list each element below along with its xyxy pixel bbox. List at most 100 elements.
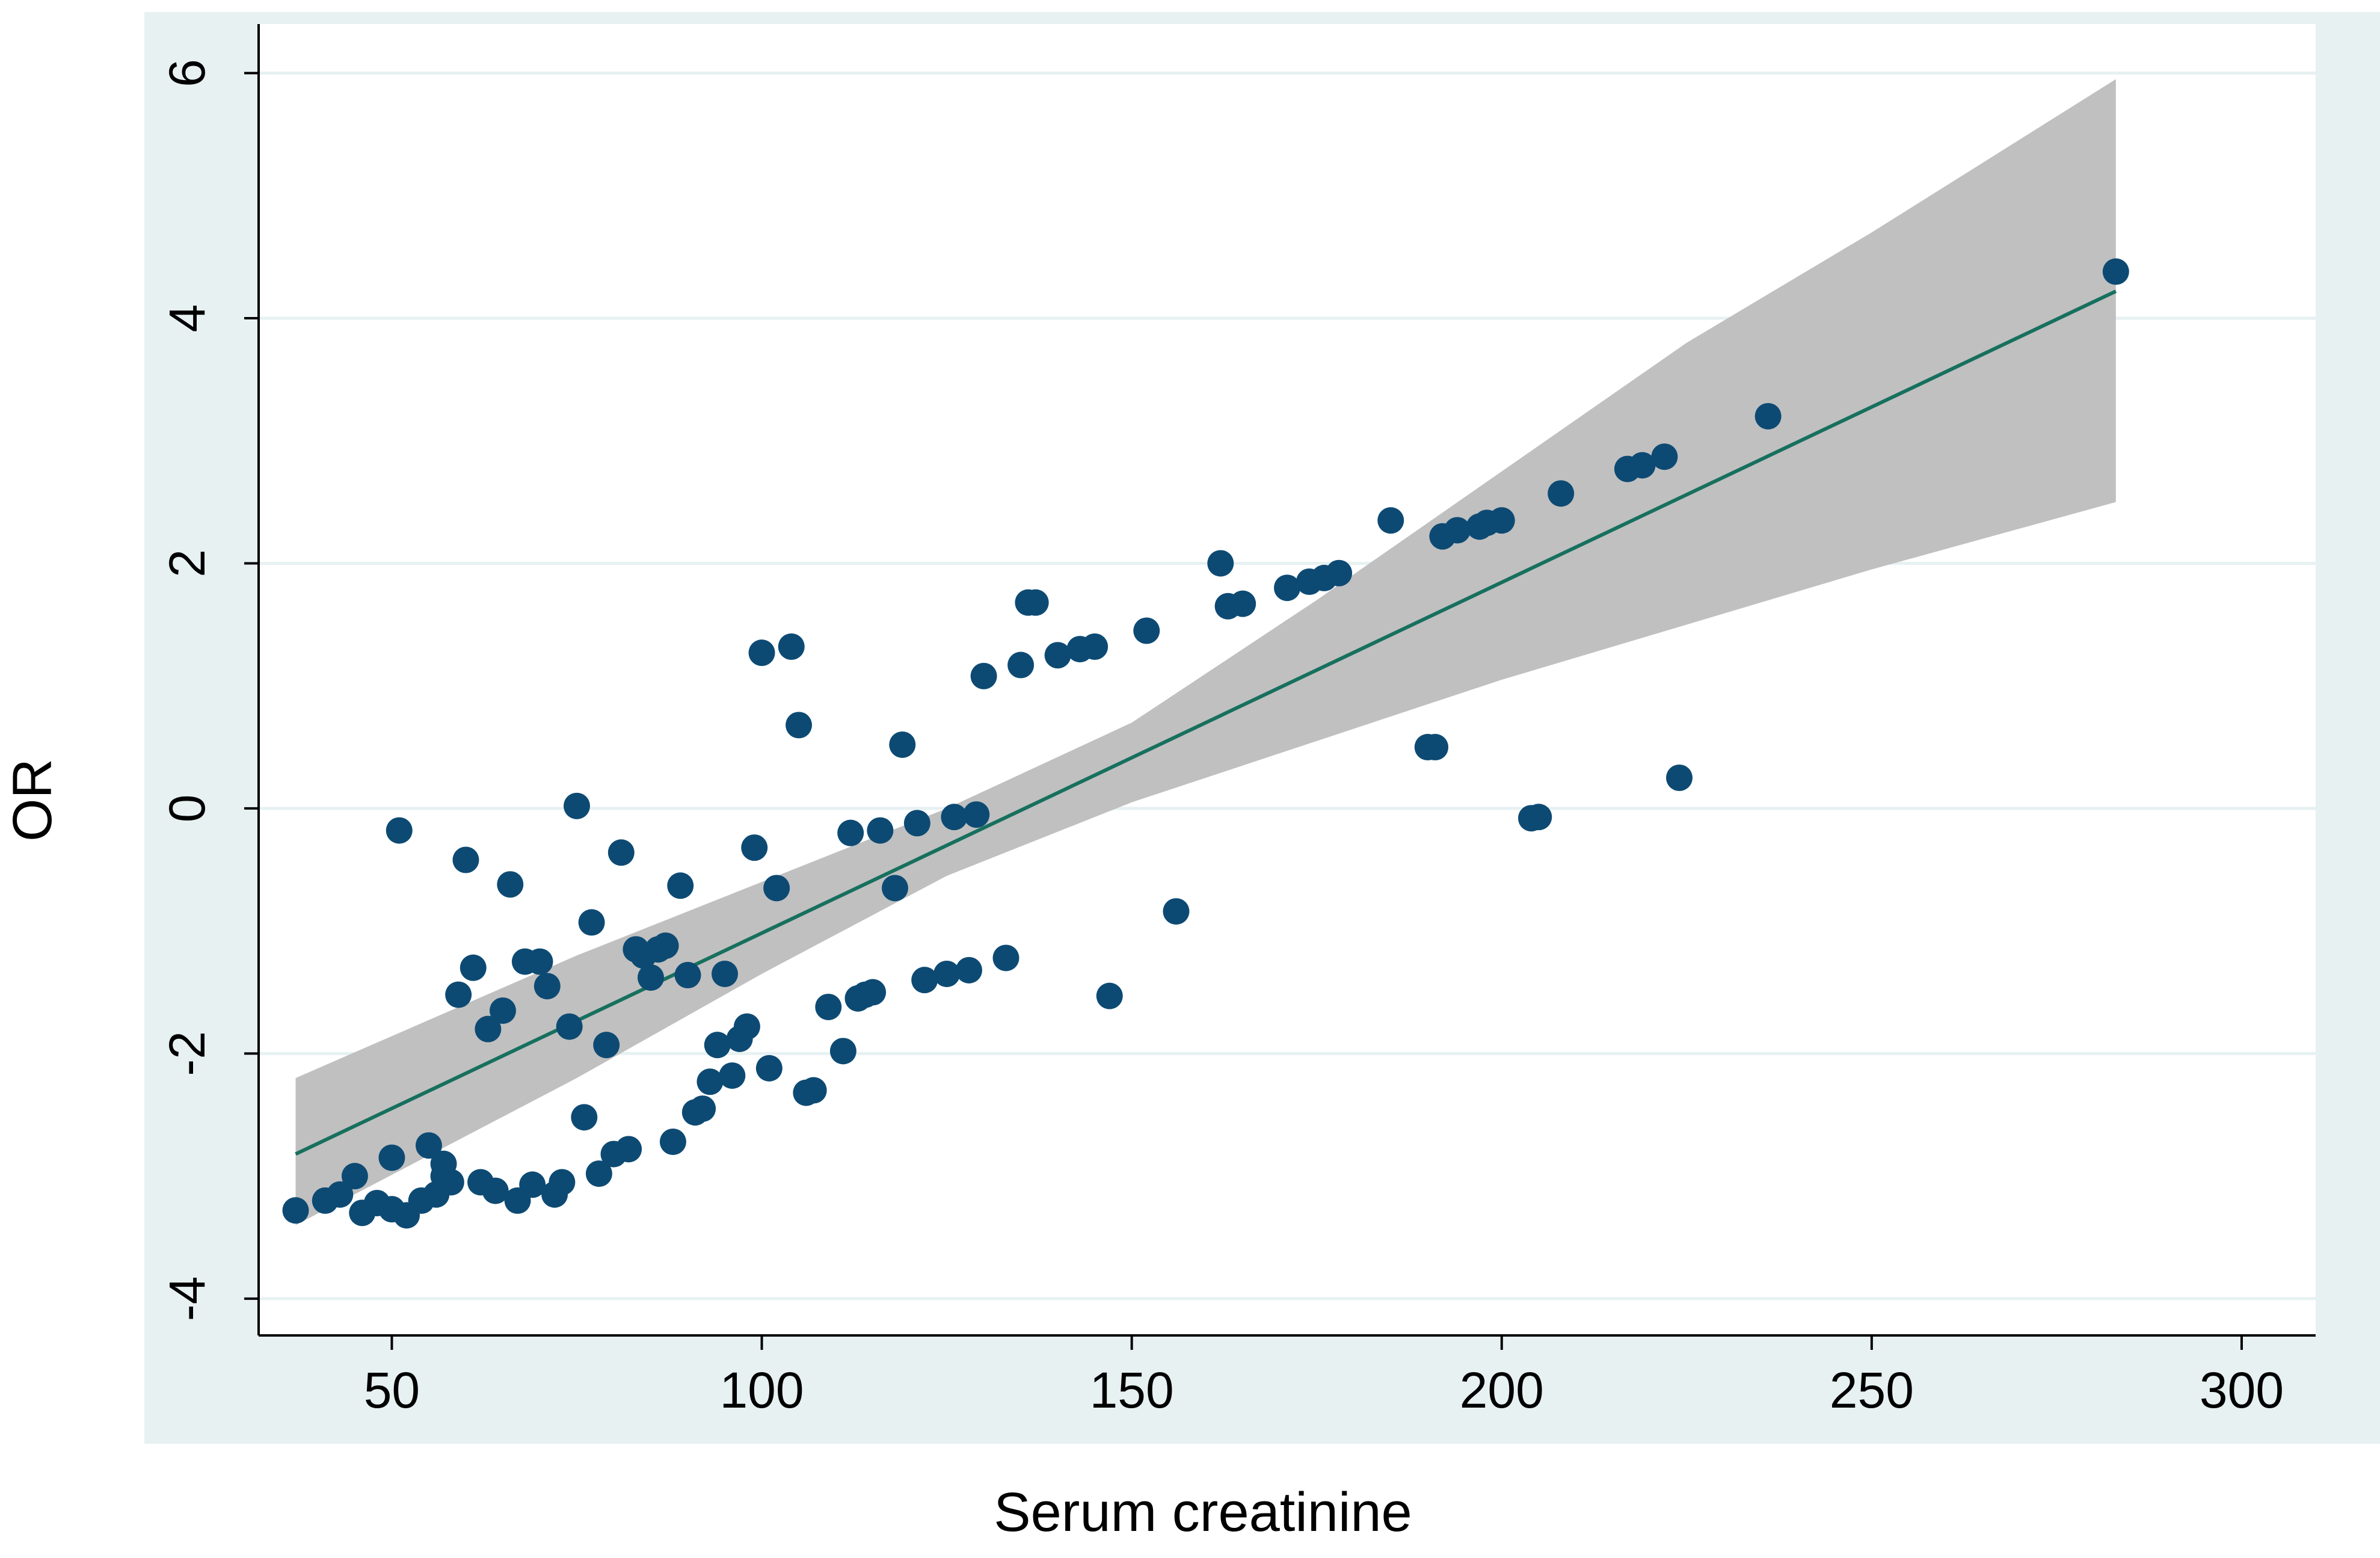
data-point-57 xyxy=(748,639,775,667)
y-tick-label-5: 6 xyxy=(159,59,215,87)
data-point-47 xyxy=(674,962,701,989)
data-point-38 xyxy=(607,839,635,866)
data-point-51 xyxy=(704,1032,731,1059)
x-tick-label-3: 200 xyxy=(1460,1362,1544,1418)
data-point-77 xyxy=(956,956,983,984)
data-point-74 xyxy=(911,967,938,994)
data-point-80 xyxy=(992,944,1019,971)
data-point-60 xyxy=(778,633,805,660)
data-point-88 xyxy=(1133,617,1160,644)
data-point-59 xyxy=(763,875,790,902)
y-tick-label-1: -2 xyxy=(159,1031,215,1076)
fit-line xyxy=(295,289,2117,1156)
data-point-26 xyxy=(519,1171,546,1198)
y-tick-label-2: 0 xyxy=(159,795,215,823)
data-point-58 xyxy=(755,1055,783,1082)
data-point-49 xyxy=(689,1095,716,1122)
data-point-87 xyxy=(1096,982,1123,1009)
data-point-107 xyxy=(1548,480,1575,507)
data-point-46 xyxy=(667,872,694,899)
data-point-61 xyxy=(786,712,813,739)
data-point-66 xyxy=(837,819,864,846)
data-point-109 xyxy=(1629,452,1656,479)
x-tick-label-0: 50 xyxy=(364,1362,420,1418)
data-point-50 xyxy=(696,1068,724,1095)
data-point-72 xyxy=(889,731,916,758)
data-point-3 xyxy=(341,1163,368,1190)
data-point-16 xyxy=(445,981,472,1008)
data-point-21 xyxy=(482,1177,509,1204)
data-point-55 xyxy=(733,1013,760,1040)
data-point-110 xyxy=(1651,443,1678,470)
data-point-31 xyxy=(556,1013,583,1040)
x-tick-labels: 50 100 150 200 250 300 xyxy=(364,1362,2284,1418)
data-point-97 xyxy=(1377,507,1404,534)
data-point-34 xyxy=(578,909,605,936)
data-point-44 xyxy=(652,932,679,959)
data-point-0 xyxy=(282,1197,309,1224)
data-point-75 xyxy=(933,960,961,987)
data-point-36 xyxy=(593,1032,620,1059)
data-point-45 xyxy=(659,1128,686,1156)
data-point-42 xyxy=(638,964,665,991)
data-point-33 xyxy=(571,1104,598,1131)
data-point-53 xyxy=(719,1062,746,1089)
data-point-27 xyxy=(526,948,553,975)
y-tick-label-3: 2 xyxy=(159,549,215,577)
gridlines xyxy=(259,71,2316,1301)
x-tick-label-2: 150 xyxy=(1090,1362,1174,1418)
data-point-11 xyxy=(415,1132,442,1159)
x-tick-label-4: 250 xyxy=(1830,1362,1914,1418)
data-point-89 xyxy=(1163,898,1190,925)
data-point-101 xyxy=(1444,517,1471,544)
y-tick-label-0: -4 xyxy=(159,1276,215,1322)
data-point-69 xyxy=(859,979,887,1006)
data-point-78 xyxy=(963,801,990,828)
data-point-93 xyxy=(1274,574,1300,602)
data-point-106 xyxy=(1525,804,1552,831)
data-point-83 xyxy=(1022,589,1049,616)
data-point-79 xyxy=(970,662,997,689)
data-point-7 xyxy=(378,1144,405,1171)
data-point-92 xyxy=(1229,590,1256,617)
data-point-112 xyxy=(1754,402,1782,430)
data-point-99 xyxy=(1422,734,1449,761)
data-point-15 xyxy=(437,1169,464,1196)
data-point-32 xyxy=(563,792,590,819)
x-tick-label-1: 100 xyxy=(719,1362,804,1418)
y-tick-label-4: 4 xyxy=(159,304,215,333)
data-point-17 xyxy=(452,846,479,873)
data-point-76 xyxy=(941,804,968,831)
data-point-71 xyxy=(881,875,908,902)
data-point-86 xyxy=(1081,633,1109,660)
data-point-23 xyxy=(497,871,524,898)
data-point-111 xyxy=(1666,764,1693,791)
data-point-81 xyxy=(1007,651,1035,679)
x-axis-title: Serum creatinine xyxy=(994,1482,1412,1543)
data-point-8 xyxy=(386,817,413,844)
data-point-70 xyxy=(867,817,894,844)
axes xyxy=(244,24,2316,1350)
data-point-2 xyxy=(327,1181,354,1208)
data-point-20 xyxy=(475,1015,502,1042)
x-tick-label-5: 300 xyxy=(2200,1362,2284,1418)
y-axis-title: OR xyxy=(2,759,63,842)
data-point-28 xyxy=(534,973,561,1000)
data-point-35 xyxy=(585,1160,612,1187)
data-point-22 xyxy=(489,997,516,1024)
data-point-113 xyxy=(2102,258,2129,285)
data-point-84 xyxy=(1044,642,1071,669)
data-point-63 xyxy=(800,1077,827,1104)
data-point-52 xyxy=(712,960,739,987)
data-point-90 xyxy=(1207,550,1234,577)
data-point-39 xyxy=(615,1136,642,1163)
data-point-73 xyxy=(903,810,930,837)
data-point-65 xyxy=(829,1038,856,1065)
data-point-30 xyxy=(549,1169,576,1196)
data-point-56 xyxy=(741,834,768,861)
data-points xyxy=(282,258,2129,1229)
data-point-64 xyxy=(815,993,842,1020)
data-point-104 xyxy=(1488,507,1515,534)
data-point-18 xyxy=(460,954,487,981)
